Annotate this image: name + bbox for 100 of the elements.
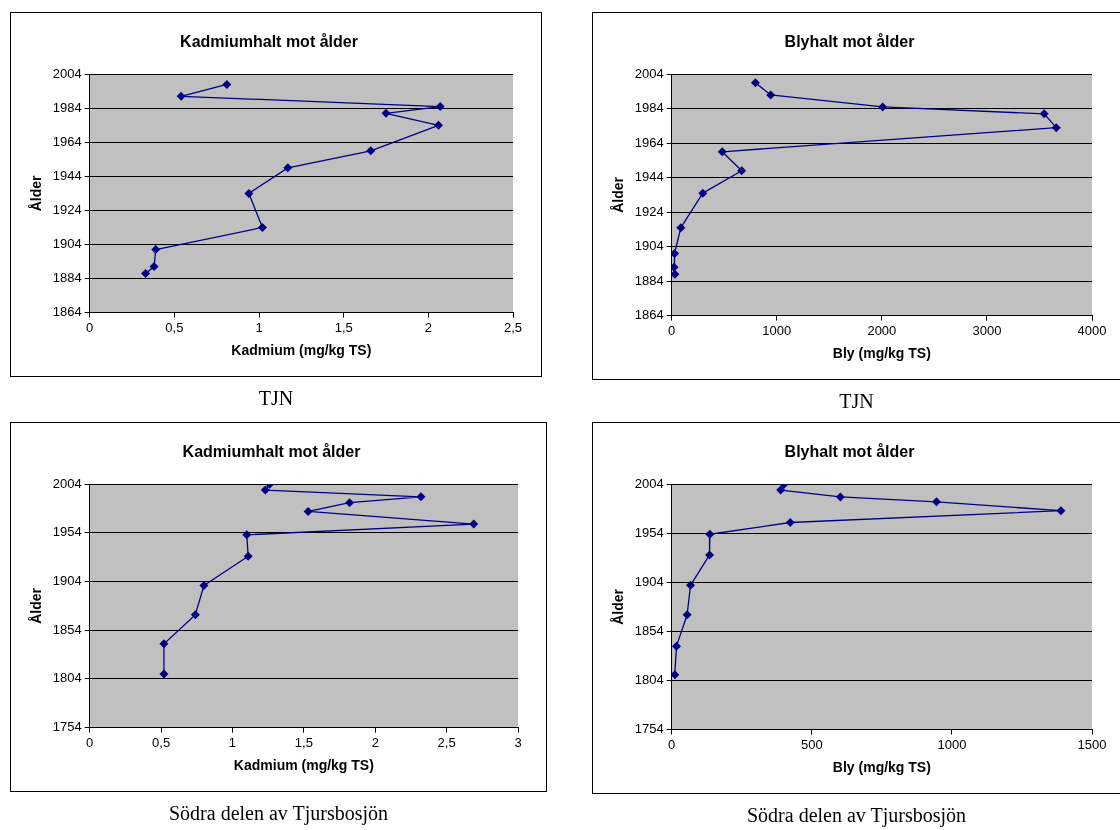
chart-title: Kadmiumhalt mot ålder (182, 443, 361, 461)
y-tick-label: 1884 (634, 272, 664, 288)
x-tick-label: 1 (228, 734, 237, 750)
y-tick-label: 1864 (634, 307, 664, 323)
point (381, 108, 391, 118)
y-tick-label: 1754 (52, 719, 82, 735)
x-tick-label: 2000 (867, 322, 897, 338)
x-tick-label: 500 (800, 736, 823, 752)
text: Södra delen av Tjursbosjön (167, 802, 389, 825)
point (283, 163, 293, 173)
x-axis-title: Kadmium (mg/kg TS) (233, 757, 374, 774)
point (671, 249, 680, 259)
point (243, 551, 253, 561)
y-tick-label: 1964 (52, 133, 82, 149)
x-tick-label: 3000 (972, 322, 1002, 338)
point (190, 610, 200, 620)
point (671, 269, 680, 279)
x-tick-label: 2 (424, 319, 432, 335)
point (469, 519, 479, 529)
point (435, 102, 445, 112)
point (698, 188, 708, 198)
y-tick-label: 2004 (52, 65, 82, 81)
y-axis-title: Ålder (28, 174, 45, 212)
y-axis-title: Ålder (28, 587, 45, 624)
point (260, 485, 270, 495)
point (671, 670, 680, 680)
x-tick-label: 1500 (1077, 736, 1107, 752)
point (671, 641, 681, 651)
point (776, 485, 786, 495)
x-tick-label: 2,5 (437, 734, 456, 750)
chart-title: Blyhalt mot ålder (784, 33, 915, 51)
point (141, 268, 151, 278)
y-axis-title: Ålder (610, 176, 627, 213)
y-tick-label: 1924 (52, 202, 82, 218)
y-tick-label: 1904 (52, 573, 82, 589)
point (878, 102, 888, 112)
point (766, 90, 776, 100)
x-tick-label: 0,5 (152, 734, 171, 750)
y-tick-label: 1864 (52, 304, 82, 320)
x-tick-label: 2,5 (503, 319, 523, 335)
x-tick-label: 1000 (937, 736, 967, 752)
y-tick-label: 1904 (52, 236, 82, 252)
point (257, 222, 267, 232)
point (835, 492, 845, 502)
y-tick-label: 1984 (634, 100, 664, 116)
y-tick-label: 1854 (634, 623, 664, 639)
x-tick-label: 2 (371, 734, 379, 750)
point (671, 262, 679, 272)
y-tick-label: 1804 (634, 672, 664, 688)
point (932, 497, 941, 507)
y-axis-title: Ålder (610, 588, 627, 625)
text: TJN (838, 390, 875, 413)
point (785, 517, 795, 527)
y-tick-label: 1904 (634, 238, 664, 254)
point (222, 79, 232, 89)
text: Södra delen av Tjursbosjön (745, 804, 967, 827)
point (717, 147, 727, 157)
point (1039, 109, 1049, 119)
point (737, 166, 747, 176)
y-tick-label: 1904 (634, 573, 664, 589)
y-tick-label: 1944 (634, 169, 664, 185)
point (366, 146, 376, 156)
point (705, 550, 715, 560)
point (303, 506, 313, 516)
y-tick-label: 2004 (52, 475, 82, 491)
point (685, 580, 695, 590)
point (242, 530, 252, 540)
point (159, 669, 169, 679)
x-tick-label: 1,5 (334, 319, 353, 335)
x-tick-label: 1 (255, 319, 263, 335)
chart-title: Kadmiumhalt mot ålder (180, 33, 358, 51)
point (750, 78, 760, 88)
point (682, 610, 692, 620)
point (676, 223, 686, 233)
point (1051, 123, 1061, 133)
point (345, 498, 355, 508)
point (705, 529, 715, 539)
y-tick-label: 1954 (634, 524, 664, 540)
y-tick-label: 1984 (52, 99, 82, 115)
y-tick-label: 1854 (52, 621, 82, 637)
chart-title: Blyhalt mot ålder (784, 443, 915, 461)
point (416, 492, 426, 502)
x-tick-label: 0 (86, 734, 94, 750)
y-tick-label: 1924 (634, 203, 664, 219)
y-tick-label: 1964 (634, 134, 664, 150)
y-tick-label: 1754 (634, 721, 664, 737)
x-axis-title: Bly (mg/kg TS) (832, 345, 931, 362)
y-tick-label: 1884 (52, 270, 82, 286)
point (176, 91, 186, 101)
point (244, 188, 254, 198)
x-tick-label: 1,5 (294, 734, 313, 750)
y-tick-label: 1954 (52, 524, 82, 540)
x-tick-label: 0 (668, 322, 676, 338)
x-tick-label: 0 (668, 736, 676, 752)
point (1056, 506, 1066, 516)
y-tick-label: 2004 (634, 65, 664, 81)
point (149, 262, 159, 272)
x-tick-label: 0,5 (165, 319, 184, 335)
x-tick-label: 3 (514, 734, 522, 750)
point (151, 245, 161, 255)
